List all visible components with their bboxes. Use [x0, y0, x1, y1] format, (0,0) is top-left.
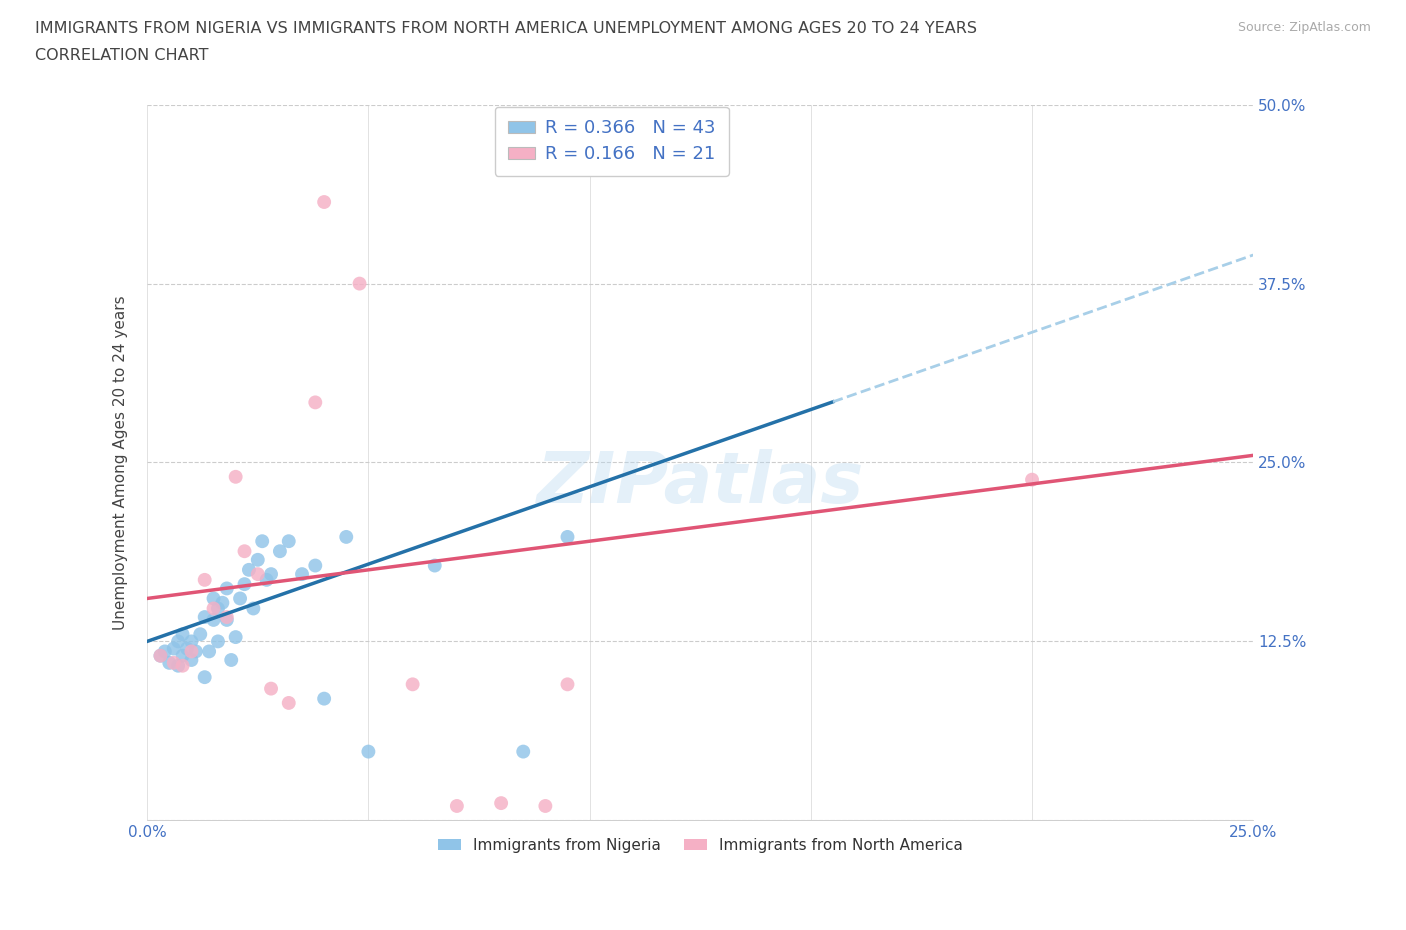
Y-axis label: Unemployment Among Ages 20 to 24 years: Unemployment Among Ages 20 to 24 years — [114, 295, 128, 630]
Text: ZIPatlas: ZIPatlas — [537, 449, 863, 518]
Point — [225, 630, 247, 644]
Point — [229, 591, 252, 606]
Point — [202, 601, 225, 616]
Point — [277, 534, 299, 549]
Point — [225, 470, 247, 485]
Point — [233, 577, 256, 591]
Point — [250, 534, 273, 549]
Point — [149, 648, 172, 663]
Point — [219, 653, 242, 668]
Point — [401, 677, 423, 692]
Point — [184, 644, 207, 658]
Point — [233, 544, 256, 559]
Point — [163, 656, 186, 671]
Point — [304, 395, 326, 410]
Point — [180, 634, 202, 649]
Text: Source: ZipAtlas.com: Source: ZipAtlas.com — [1237, 21, 1371, 34]
Point — [194, 572, 217, 587]
Point — [269, 544, 291, 559]
Point — [314, 194, 336, 209]
Point — [172, 658, 194, 673]
Point — [176, 641, 198, 656]
Point — [188, 627, 211, 642]
Point — [180, 644, 202, 658]
Point — [534, 799, 557, 814]
Point — [246, 566, 269, 581]
Point — [557, 677, 579, 692]
Point — [202, 613, 225, 628]
Point — [198, 644, 221, 658]
Point — [557, 529, 579, 544]
Point — [172, 627, 194, 642]
Point — [207, 634, 229, 649]
Point — [194, 670, 217, 684]
Point — [242, 601, 264, 616]
Point — [238, 563, 260, 578]
Point — [246, 552, 269, 567]
Point — [1021, 472, 1043, 487]
Point — [291, 566, 314, 581]
Point — [202, 591, 225, 606]
Point — [149, 648, 172, 663]
Point — [423, 558, 446, 573]
Point — [163, 641, 186, 656]
Text: CORRELATION CHART: CORRELATION CHART — [35, 48, 208, 63]
Point — [314, 691, 336, 706]
Point — [207, 601, 229, 616]
Point — [153, 644, 176, 658]
Point — [260, 681, 283, 696]
Point — [215, 613, 238, 628]
Point — [357, 744, 380, 759]
Point — [260, 566, 283, 581]
Point — [512, 744, 534, 759]
Point — [180, 653, 202, 668]
Text: IMMIGRANTS FROM NIGERIA VS IMMIGRANTS FROM NORTH AMERICA UNEMPLOYMENT AMONG AGES: IMMIGRANTS FROM NIGERIA VS IMMIGRANTS FR… — [35, 21, 977, 36]
Point — [256, 572, 278, 587]
Point — [349, 276, 371, 291]
Point — [489, 796, 512, 811]
Point — [304, 558, 326, 573]
Point — [167, 634, 190, 649]
Point — [167, 658, 190, 673]
Point — [215, 581, 238, 596]
Point — [194, 610, 217, 625]
Point — [335, 529, 357, 544]
Legend: Immigrants from Nigeria, Immigrants from North America: Immigrants from Nigeria, Immigrants from… — [432, 832, 969, 859]
Point — [211, 595, 233, 610]
Point — [215, 610, 238, 625]
Point — [277, 696, 299, 711]
Point — [172, 648, 194, 663]
Point — [157, 656, 180, 671]
Point — [446, 799, 468, 814]
